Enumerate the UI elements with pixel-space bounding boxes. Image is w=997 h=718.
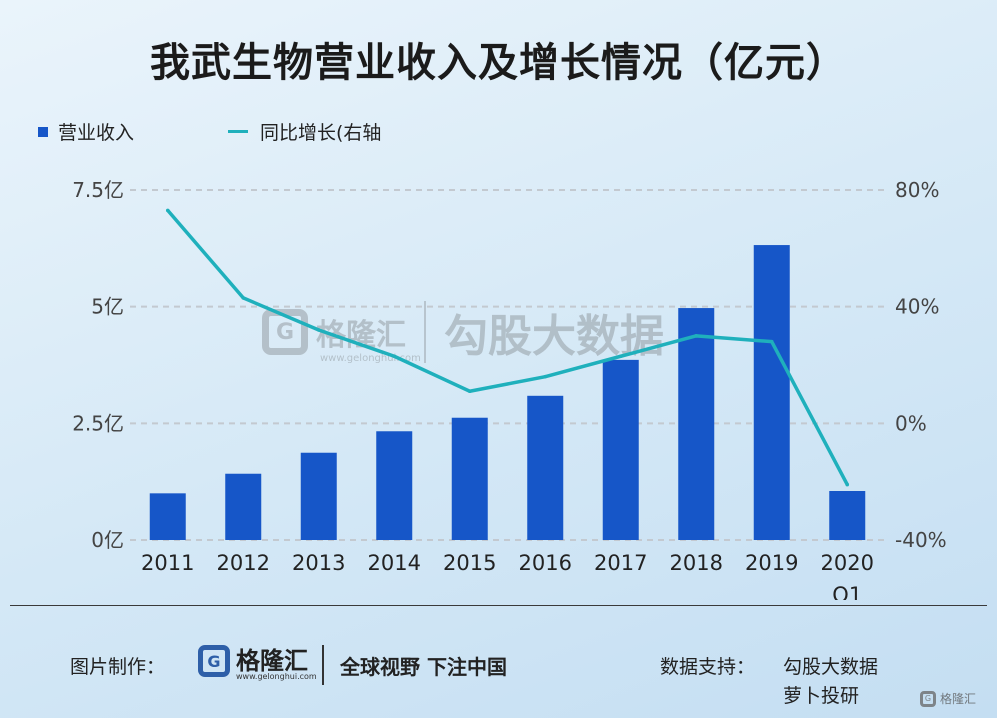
x-tick-label: 2015: [443, 551, 496, 575]
growth-point: [769, 339, 774, 344]
legend-label-growth: 同比增长(右轴: [260, 122, 382, 144]
footer-slogan: 全球视野 下注中国: [340, 655, 507, 679]
watermark-url: www.gelonghui.com: [320, 353, 421, 364]
x-tick-label: 2013: [292, 551, 345, 575]
x-tick-label: 2019: [745, 551, 798, 575]
growth-point: [845, 482, 850, 487]
watermark-logo-icon: G: [262, 309, 308, 355]
chart-title: 我武生物营业收入及增长情况（亿元）: [150, 40, 847, 86]
footer-brand: G 格隆汇 www.gelonghui.com: [198, 645, 317, 681]
legend-item-revenue: 营业收入: [38, 118, 134, 145]
y-right-tick-label: 80%: [895, 178, 939, 202]
legend-item-growth: 同比增长(右轴: [228, 118, 381, 145]
legend-bar-swatch: [38, 126, 48, 137]
y-left-tick-label: 7.5亿: [72, 178, 124, 202]
x-tick-label: 2017: [594, 551, 647, 575]
watermark-separator: [424, 301, 426, 363]
legend-label-revenue: 营业收入: [58, 122, 135, 144]
growth-point: [316, 328, 321, 332]
y-left-tick-label: 5亿: [91, 295, 124, 319]
y-right-tick-label: 0%: [895, 411, 927, 435]
corner-logo-icon: G: [920, 690, 936, 707]
support-label: 数据支持：: [660, 656, 756, 678]
growth-line: [166, 209, 849, 486]
growth-point: [543, 374, 548, 379]
growth-point: [241, 296, 246, 300]
corner-brand-name: 格隆汇: [940, 692, 977, 706]
support-source-2: 萝卜投研: [783, 685, 860, 707]
bar: [225, 473, 262, 540]
y-right-tick-label: 40%: [895, 295, 939, 319]
bar: [300, 452, 337, 540]
growth-point: [618, 354, 623, 359]
bar: [376, 431, 413, 540]
label-layer: 0亿 2.5亿 5亿 7.5亿 -40% 0% 40% 80% 2011 2012 2013 2014…: [72, 178, 946, 600]
support-source-1: 勾股大数据: [783, 656, 879, 678]
x-tick-label: Q1: [832, 583, 862, 600]
bar: [527, 395, 564, 540]
chart-svg: 0亿 2.5亿 5亿 7.5亿 -40% 0% 40% 80% 2011 2012 2013 2014…: [72, 178, 946, 600]
x-tick-label: 2012: [217, 551, 270, 575]
y-right-tick-label: -40%: [895, 528, 947, 552]
growth-point: [392, 354, 397, 359]
line-layer: [165, 208, 850, 487]
made-by-label: 图片制作：: [70, 656, 166, 678]
x-tick-label: 2016: [519, 551, 572, 575]
bar-layer: [149, 245, 866, 541]
footer-brand-separator: [322, 645, 324, 685]
bar: [753, 245, 790, 541]
growth-point: [694, 334, 699, 338]
footer-divider: [10, 605, 987, 606]
y-left-tick-label: 0亿: [91, 528, 124, 552]
x-tick-label: 2014: [368, 551, 421, 575]
corner-brand: G 格隆汇: [920, 690, 976, 707]
bar: [678, 308, 715, 540]
bar: [829, 491, 866, 540]
x-tick-label: 2018: [670, 551, 723, 575]
legend-line-swatch: [228, 130, 248, 133]
brand-logo-icon: G: [198, 645, 230, 677]
x-tick-label: 2020: [821, 551, 874, 575]
bar: [149, 493, 186, 540]
growth-point: [467, 389, 472, 394]
footer-brand-name: 格隆汇: [236, 647, 308, 675]
footer-brand-url: www.gelonghui.com: [236, 672, 317, 681]
y-left-tick-label: 2.5亿: [72, 411, 124, 435]
watermark-brand: G 格隆汇 www.gelonghui.com: [262, 309, 421, 364]
bar: [451, 417, 488, 540]
bar: [602, 359, 639, 540]
x-tick-label: 2011: [141, 551, 194, 575]
growth-point: [165, 208, 170, 213]
